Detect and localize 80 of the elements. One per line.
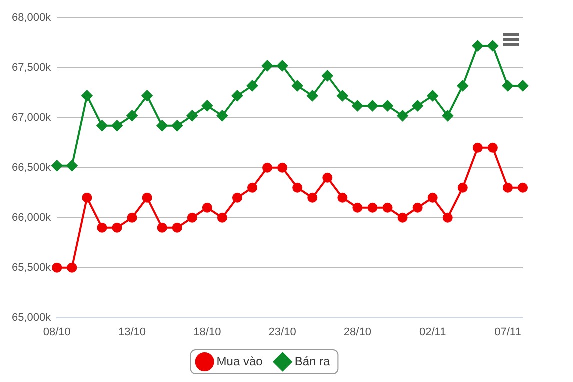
point [307,90,318,102]
point [112,222,122,233]
point [262,60,274,72]
point [412,100,424,112]
point [156,120,168,132]
point [488,142,498,153]
legend-label: Mua vào [216,354,264,368]
point [487,40,498,52]
point [112,120,123,132]
y-tick-label: 66,500k [12,162,52,174]
point [292,80,304,92]
point [202,202,212,213]
point [442,212,453,223]
point [277,60,288,72]
point [382,100,394,112]
point [518,80,528,92]
point [518,182,528,193]
point [367,100,378,112]
y-tick-label: 66,000k [12,212,52,224]
point [382,202,393,213]
point [427,90,438,102]
point [502,80,514,92]
y-tick-label: 65,000k [12,312,52,324]
point [232,90,243,102]
point [82,192,92,203]
point [458,182,468,193]
point [67,262,78,273]
legend-label: Bán ra [294,354,331,368]
point [96,120,108,132]
point [457,80,468,92]
y-tick-label: 65,500k [12,262,52,274]
point [52,160,63,172]
x-tick-label: 28/10 [344,326,372,338]
point [262,162,273,173]
point [502,182,513,193]
point [412,202,423,213]
point [232,192,242,203]
point [172,222,182,233]
point [308,192,318,203]
point [322,172,333,183]
point [157,222,168,233]
x-tick-label: 07/11 [494,326,522,338]
point [126,110,138,122]
point [247,80,258,92]
point [352,100,364,112]
x-tick-label: 02/11 [419,326,446,338]
x-tick-label: 23/10 [268,326,296,338]
point [82,90,93,102]
point [187,212,198,223]
y-tick-label: 67,000k [12,112,52,124]
x-tick-label: 08/10 [43,326,71,338]
point [352,202,363,213]
point [142,192,152,203]
point [398,212,408,223]
point [172,120,183,132]
x-tick-label: 18/10 [194,326,222,338]
y-tick-label: 68,000k [12,12,52,24]
point [337,90,348,102]
point [428,192,438,203]
point [97,222,108,233]
point [368,202,378,213]
point [472,40,484,52]
point [397,110,408,122]
x-tick-label: 13/10 [118,326,146,338]
point [216,110,228,122]
point [217,212,228,223]
point [278,162,288,173]
point [186,110,198,122]
point [202,100,213,112]
point [292,182,303,193]
point [338,192,348,203]
point [248,182,258,193]
point [66,160,78,172]
point [142,90,153,102]
y-tick-label: 67,500k [12,62,52,74]
point [472,142,483,153]
point [442,110,454,122]
point [52,262,62,273]
point [322,70,334,82]
point [127,212,138,223]
